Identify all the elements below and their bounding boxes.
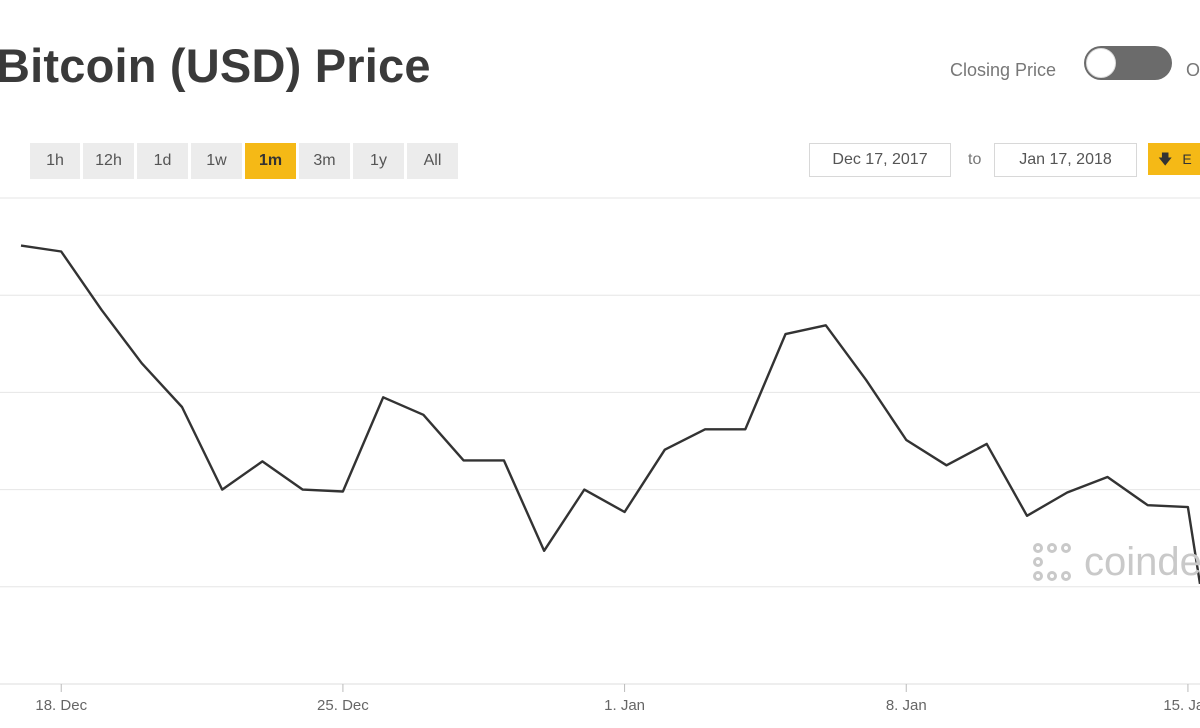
closing-price-toggle[interactable] <box>1084 46 1172 80</box>
range-button-1m[interactable]: 1m <box>245 143 296 179</box>
data-point[interactable] <box>1061 487 1073 499</box>
price-series-line <box>20 244 1200 585</box>
toggle-label-right: O <box>1186 60 1200 80</box>
range-button-3m[interactable]: 3m <box>299 143 350 179</box>
range-button-1d[interactable]: 1d <box>137 143 188 179</box>
x-tick-label: 18. Dec <box>35 697 87 714</box>
time-range-buttons: 1h 12h 1d 1w 1m 3m 1y All <box>30 143 458 179</box>
x-tick-label: 1. Jan <box>604 697 645 714</box>
range-button-1h[interactable]: 1h <box>30 143 80 179</box>
data-point[interactable] <box>1101 471 1113 483</box>
range-button-1y[interactable]: 1y <box>353 143 404 179</box>
watermark-text: coinde <box>1084 539 1200 584</box>
data-point[interactable] <box>940 459 952 471</box>
x-tick-label: 15. Jan <box>1163 697 1200 714</box>
data-point[interactable] <box>578 484 590 496</box>
data-point[interactable] <box>95 304 107 316</box>
data-point[interactable] <box>297 484 309 496</box>
data-point[interactable] <box>458 454 470 466</box>
data-point[interactable] <box>337 486 349 498</box>
data-point[interactable] <box>136 357 148 369</box>
x-tick-label: 8. Jan <box>886 697 927 714</box>
data-point[interactable] <box>417 409 429 421</box>
data-point[interactable] <box>820 319 832 331</box>
data-point[interactable] <box>659 444 671 456</box>
data-point[interactable] <box>699 423 711 435</box>
coindesk-watermark: coinde <box>1032 538 1200 586</box>
download-icon: 🡇 <box>1158 151 1173 167</box>
range-button-all[interactable]: All <box>407 143 458 179</box>
data-point[interactable] <box>1142 499 1154 511</box>
data-point[interactable] <box>498 454 510 466</box>
data-point[interactable] <box>619 506 631 518</box>
data-point[interactable] <box>176 401 188 413</box>
toggle-label-closing-price: Closing Price <box>950 60 1057 80</box>
data-point[interactable] <box>377 391 389 403</box>
date-from-input[interactable]: Dec 17, 2017 <box>809 143 951 177</box>
x-tick-label: 25. Dec <box>317 697 369 714</box>
export-button-label: E <box>1182 151 1192 167</box>
data-point[interactable] <box>55 245 67 257</box>
data-point[interactable] <box>216 484 228 496</box>
data-point[interactable] <box>860 374 872 386</box>
export-button[interactable]: 🡇 E <box>1148 143 1200 175</box>
range-button-1w[interactable]: 1w <box>191 143 242 179</box>
data-point[interactable] <box>780 328 792 340</box>
coindesk-logo-icon <box>1033 543 1071 581</box>
page-title: Bitcoin (USD) Price <box>0 39 431 92</box>
data-point[interactable] <box>15 240 27 252</box>
data-point[interactable] <box>900 434 912 446</box>
toggle-knob[interactable] <box>1086 48 1116 78</box>
data-point[interactable] <box>256 455 268 467</box>
data-point[interactable] <box>538 545 550 557</box>
date-to-label: to <box>968 151 982 168</box>
data-point[interactable] <box>739 423 751 435</box>
range-button-12h[interactable]: 12h <box>83 143 134 179</box>
data-point[interactable] <box>1021 510 1033 522</box>
data-point[interactable] <box>981 438 993 450</box>
data-point[interactable] <box>1182 501 1194 513</box>
price-chart: 18. Dec 25. Dec 1. Jan 8. Jan 15. Jan <box>0 197 1200 714</box>
date-to-input[interactable]: Jan 17, 2018 <box>994 143 1137 177</box>
